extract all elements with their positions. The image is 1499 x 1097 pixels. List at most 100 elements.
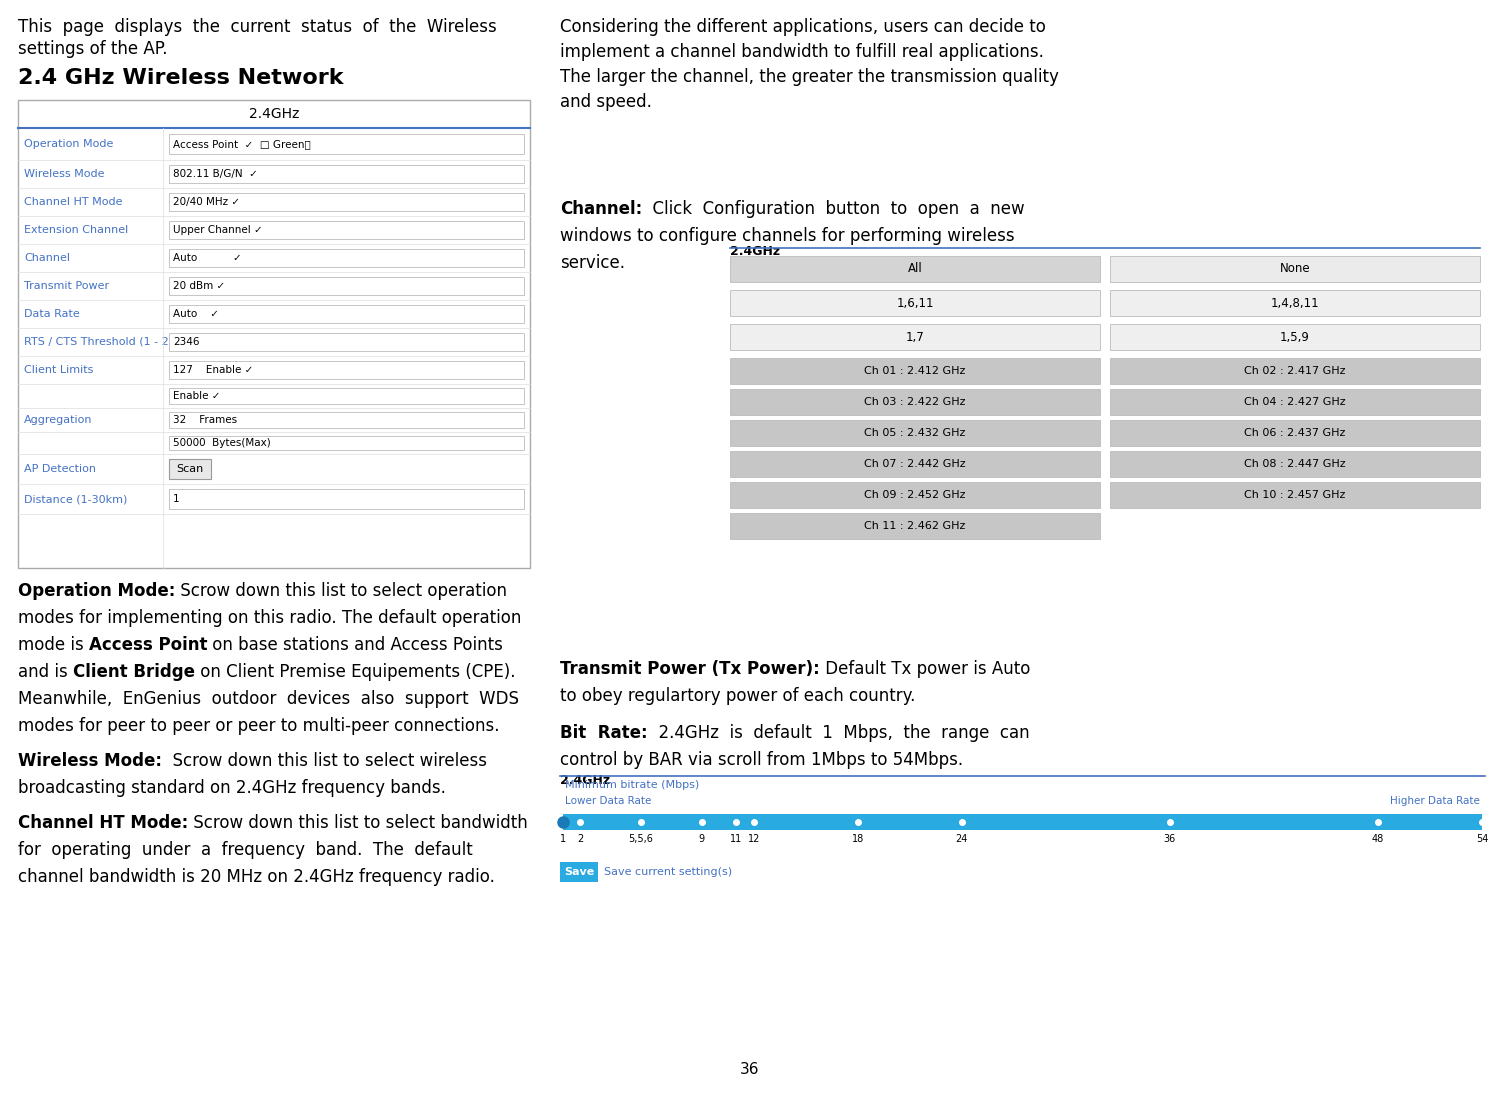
Text: Auto           ✓: Auto ✓ [172,253,241,263]
Text: mode is: mode is [18,636,88,654]
Text: service.: service. [561,255,625,272]
Text: channel bandwidth is 20 MHz on 2.4GHz frequency radio.: channel bandwidth is 20 MHz on 2.4GHz fr… [18,868,495,886]
Text: 1: 1 [561,834,567,844]
Text: 9: 9 [699,834,705,844]
Bar [1109,389,1480,415]
Text: control by BAR via scroll from 1Mbps to 54Mbps.: control by BAR via scroll from 1Mbps to … [561,751,964,769]
Bar [169,193,525,211]
Text: This  page  displays  the  current  status  of  the  Wireless: This page displays the current status of… [18,18,496,36]
Text: None: None [1280,262,1310,275]
Text: Operation Mode:: Operation Mode: [18,583,175,600]
Text: Extension Channel: Extension Channel [24,225,129,235]
Bar [730,358,1100,384]
Text: 127    Enable ✓: 127 Enable ✓ [172,365,253,375]
Text: AP Detection: AP Detection [24,464,96,474]
Text: Operation Mode: Operation Mode [24,139,114,149]
Text: Save: Save [564,867,594,877]
Text: Transmit Power (Tx Power):: Transmit Power (Tx Power): [561,660,820,678]
Bar [169,489,525,509]
Text: Bit  Rate:: Bit Rate: [561,724,648,742]
Text: for  operating  under  a  frequency  band.  The  default: for operating under a frequency band. Th… [18,841,472,859]
Text: 54: 54 [1477,834,1489,844]
Text: modes for implementing on this radio. The default operation: modes for implementing on this radio. Th… [18,609,522,627]
Text: 1,4,8,11: 1,4,8,11 [1271,296,1319,309]
Text: Ch 07 : 2.442 GHz: Ch 07 : 2.442 GHz [865,459,965,470]
Bar [730,389,1100,415]
Text: Channel HT Mode:: Channel HT Mode: [18,814,189,832]
Text: RTS / CTS Threshold (1 - 2346): RTS / CTS Threshold (1 - 2346) [24,337,195,347]
Text: 11: 11 [730,834,742,844]
Text: Scrow down this list to select bandwidth: Scrow down this list to select bandwidth [189,814,528,832]
Text: Wireless Mode: Wireless Mode [24,169,105,179]
Text: Default Tx power is Auto: Default Tx power is Auto [820,660,1030,678]
Bar [730,451,1100,477]
Text: Wireless Mode:: Wireless Mode: [18,753,162,770]
Text: modes for peer to peer or peer to multi-peer connections.: modes for peer to peer or peer to multi-… [18,717,499,735]
Text: 5,5,6: 5,5,6 [628,834,654,844]
Text: 2.4GHz: 2.4GHz [561,774,610,787]
Text: Minimum bitrate (Mbps): Minimum bitrate (Mbps) [565,780,699,790]
Text: on Client Premise Equipements (CPE).: on Client Premise Equipements (CPE). [195,663,516,681]
Text: 802.11 B/G/N  ✓: 802.11 B/G/N ✓ [172,169,258,179]
Text: windows to configure channels for performing wireless: windows to configure channels for perfor… [561,227,1015,245]
Text: Ch 06 : 2.437 GHz: Ch 06 : 2.437 GHz [1244,428,1346,438]
Bar [1109,420,1480,446]
Text: 2346: 2346 [172,337,199,347]
Bar [1109,256,1480,282]
Text: 2.4GHz: 2.4GHz [249,108,300,121]
Text: Ch 04 : 2.427 GHz: Ch 04 : 2.427 GHz [1244,397,1346,407]
Text: Upper Channel ✓: Upper Channel ✓ [172,225,262,235]
Bar [169,412,525,428]
Text: Channel HT Mode: Channel HT Mode [24,197,123,207]
Bar [169,276,525,295]
Bar [1109,482,1480,508]
Text: 1: 1 [172,494,180,504]
Text: All: All [907,262,922,275]
Bar [730,513,1100,539]
Bar [730,324,1100,350]
Text: Ch 09 : 2.452 GHz: Ch 09 : 2.452 GHz [865,490,965,500]
Text: Channel:: Channel: [561,200,642,218]
Text: Scrow down this list to select operation: Scrow down this list to select operation [175,583,507,600]
Text: 2.4 GHz Wireless Network: 2.4 GHz Wireless Network [18,68,343,88]
Text: to obey regulartory power of each country.: to obey regulartory power of each countr… [561,687,916,705]
Bar [1109,451,1480,477]
Bar [169,165,525,183]
Bar [169,134,525,155]
Text: Ch 08 : 2.447 GHz: Ch 08 : 2.447 GHz [1244,459,1346,470]
Text: 1,7: 1,7 [905,330,925,343]
Text: 20/40 MHz ✓: 20/40 MHz ✓ [172,197,240,207]
Text: 1,5,9: 1,5,9 [1280,330,1310,343]
Text: Distance (1-30km): Distance (1-30km) [24,494,127,504]
Bar [169,249,525,267]
Text: Higher Data Rate: Higher Data Rate [1390,796,1480,806]
Text: 2.4GHz: 2.4GHz [730,245,779,258]
Bar [169,305,525,324]
Text: Enable ✓: Enable ✓ [172,391,220,402]
Text: 1,6,11: 1,6,11 [896,296,934,309]
Bar [1109,290,1480,316]
Text: broadcasting standard on 2.4GHz frequency bands.: broadcasting standard on 2.4GHz frequenc… [18,779,445,798]
Text: Auto    ✓: Auto ✓ [172,309,219,319]
Text: 50000  Bytes(Max): 50000 Bytes(Max) [172,438,271,448]
Text: 20 dBm ✓: 20 dBm ✓ [172,281,225,291]
Text: 2: 2 [577,834,583,844]
Text: 48: 48 [1372,834,1384,844]
Text: Save current setting(s): Save current setting(s) [604,867,732,877]
Text: Meanwhile,  EnGenius  outdoor  devices  also  support  WDS: Meanwhile, EnGenius outdoor devices also… [18,690,519,708]
Text: Ch 03 : 2.422 GHz: Ch 03 : 2.422 GHz [865,397,965,407]
Text: 36: 36 [739,1062,760,1077]
Text: Ch 02 : 2.417 GHz: Ch 02 : 2.417 GHz [1244,366,1346,376]
Bar [169,459,211,479]
Text: 12: 12 [748,834,760,844]
Text: Considering the different applications, users can decide to
implement a channel : Considering the different applications, … [561,18,1058,111]
Bar [18,100,531,568]
Bar [169,332,525,351]
Text: 36: 36 [1163,834,1177,844]
Bar [169,220,525,239]
Text: Scan: Scan [177,464,204,474]
Text: Channel: Channel [24,253,70,263]
Bar [1109,358,1480,384]
Text: Click  Configuration  button  to  open  a  new: Click Configuration button to open a new [642,200,1025,218]
Text: 24: 24 [956,834,968,844]
